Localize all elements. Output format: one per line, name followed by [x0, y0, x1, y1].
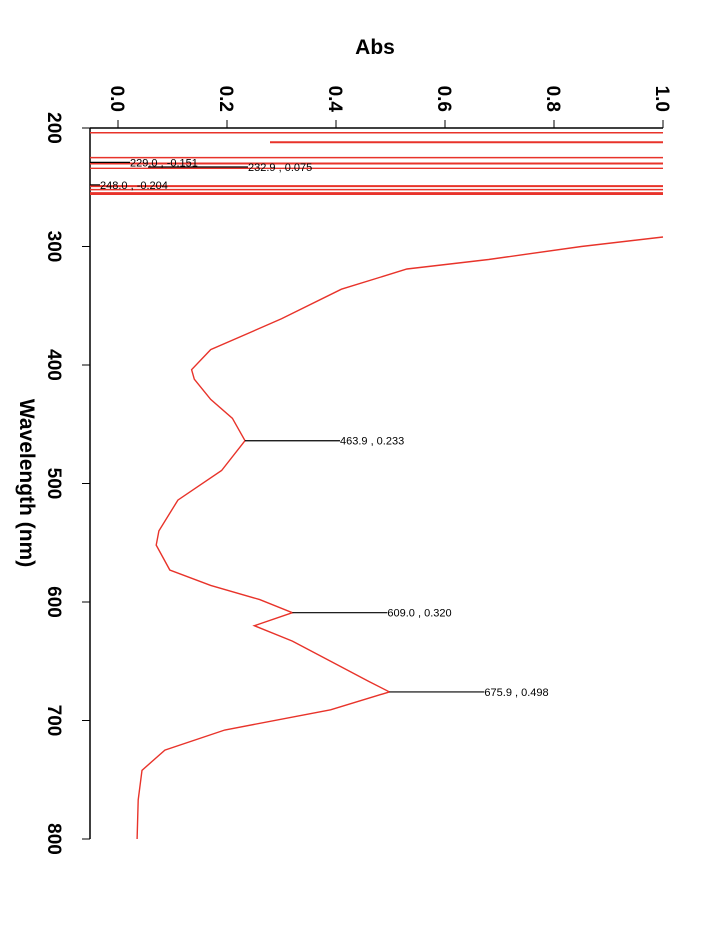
abs-tick-label: 0.8 — [542, 86, 563, 112]
peak-label: 229.0 , -0.151 — [130, 157, 198, 169]
abs-tick-label: 0.0 — [106, 86, 127, 112]
wavelength-tick-label: 700 — [43, 705, 64, 737]
wavelength-tick-label: 500 — [43, 468, 64, 500]
peak-label: 463.9 , 0.233 — [340, 436, 404, 448]
wavelength-tick-label: 600 — [43, 586, 64, 618]
wavelength-tick-label: 200 — [43, 112, 64, 144]
wavelength-axis-label: Wavelength (nm) — [15, 399, 38, 567]
wavelength-tick-label: 800 — [43, 823, 64, 855]
peak-label: 232.9 , 0.075 — [248, 162, 312, 174]
peak-label: 675.9 , 0.498 — [484, 687, 548, 699]
abs-tick-label: 0.2 — [215, 86, 236, 112]
abs-axis-label: Abs — [355, 36, 395, 59]
wavelength-tick-label: 400 — [43, 349, 64, 381]
peak-label: 248.0 , -0.204 — [100, 180, 168, 192]
wavelength-tick-label: 300 — [43, 231, 64, 263]
abs-tick-label: 0.6 — [433, 86, 454, 112]
abs-tick-label: 0.4 — [324, 86, 345, 113]
peak-label: 609.0 , 0.320 — [387, 608, 451, 620]
spectrum-line — [136, 236, 664, 840]
abs-tick-label: 1.0 — [651, 86, 672, 112]
